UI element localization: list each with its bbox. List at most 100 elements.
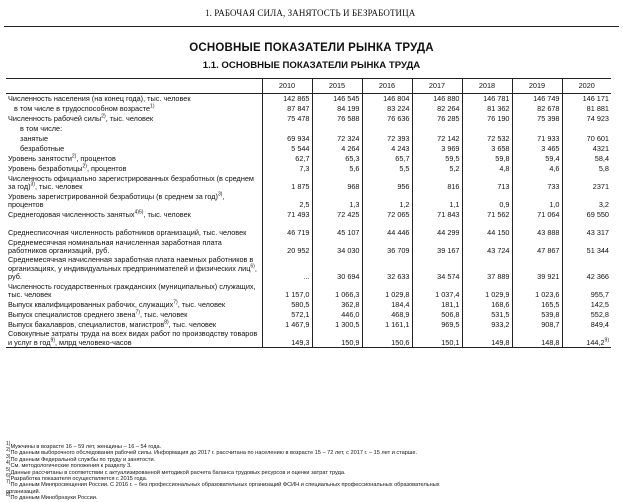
footnote-mark: 4) [6,460,11,467]
value-text: 849,4 [590,320,609,330]
value-text: 1 875 [291,182,310,192]
value-text: 150,1 [441,337,460,347]
value-cell: 43 724 [461,237,512,256]
value-cell: 1 875 [261,173,312,192]
indicator-text: Уровень зарегистрированной безработицы (… [8,191,218,201]
indicator-label: Среднесписочная численность работников о… [6,220,262,238]
value-cell: 908,7 [511,319,562,330]
value-text: 148,8 [541,337,560,347]
value-text: 7,3 [299,164,310,174]
value-cell: 44 446 [361,219,412,238]
value-cell: 539,8 [511,309,562,320]
value-text: 713 [497,182,510,192]
indicator-label: Уровень зарегистрированной безработицы (… [6,192,262,210]
footnote-mark: 5) [6,466,11,473]
indicator-text: безработные [20,144,65,154]
value-text: 1 037,4 [435,290,460,300]
footnote-text: Разработка показателя осуществляется с 2… [10,476,148,483]
indicator-column-header [6,78,262,94]
value-text: 72 393 [387,134,410,144]
table-row: Уровень зарегистрированной безработицы (… [6,191,611,210]
value-cell: 72 142 [411,133,462,144]
indicator-text: Среднесписочная численность работников о… [8,228,247,238]
value-cell: 148,8 [511,329,562,348]
value-cell: 1 300,5 [311,319,362,330]
value-text: 1 029,8 [385,290,410,300]
year-header: 2020 [561,78,611,94]
indicator-text: Уровень занятости [8,154,72,164]
indicator-text: Численность официально зарегистрированны… [8,173,254,192]
indicator-label: Среднегодовая численность занятых4)5), т… [6,210,262,220]
value-text: 59,8 [495,154,510,164]
value-text: 5 544 [291,144,310,154]
indicator-unit: , тыс. человек [139,310,188,320]
value-cell: 59,5 [411,153,462,164]
value-text: 1 066,3 [335,290,360,300]
value-text: 506,8 [441,310,460,320]
value-cell: 4 264 [311,143,362,154]
year-header: 2019 [511,78,562,94]
value-text: 0,9 [499,200,510,210]
value-cell: 150,6 [361,329,412,348]
indicator-text: Среднемесячная номинальная начисленная з… [8,237,222,256]
footnote-mark: 3) [6,453,11,460]
value-cell: 47 867 [511,237,562,256]
value-text: 4,6 [549,164,560,174]
value-cell: 362,8 [311,299,362,310]
indicator-label: Выпуск бакалавров, специалистов, магистр… [6,320,262,330]
table-header-row: 2010 2015 2016 2017 2018 2019 2020 [6,78,611,94]
value-text: 146 880 [433,94,460,104]
footnote: 2)По данным выборочного обследования раб… [6,448,616,456]
value-text: 144,2 [586,337,605,347]
value-text: 83 224 [387,104,410,114]
indicator-text: Выпуск специалистов среднего звена [8,310,136,320]
value-cell: 5,8 [561,163,611,174]
value-text: 42 366 [586,272,609,282]
value-cell: 72 324 [311,133,362,144]
value-cell: 146 171 [561,93,611,104]
table-row: Выпуск бакалавров, специалистов, магистр… [6,319,611,330]
value-text: 76 636 [387,114,410,124]
table-row: Среднемесячная номинальная начисленная з… [6,237,611,256]
value-cell: 816 [411,173,462,192]
indicator-label: Совокупные затраты труда на всех видах р… [6,329,262,348]
year-header: 2015 [311,78,362,94]
value-text: 1,3 [349,200,360,210]
value-text: 72 142 [437,134,460,144]
value-text: 44 150 [487,228,510,238]
indicator-unit: , руб. [8,263,257,282]
value-cell: 39 167 [411,237,462,256]
value-cell: 76 588 [311,113,362,124]
value-text: 168,6 [491,300,510,310]
value-cell: 572,1 [261,309,312,320]
value-text: 572,1 [291,310,310,320]
value-cell: 34 574 [411,255,462,282]
value-cell: 32 633 [361,255,412,282]
value-cell: 70 601 [561,133,611,144]
value-text: 181,1 [441,300,460,310]
value-cell: 46 719 [261,219,312,238]
indicator-text: Численность рабочей силы [8,114,102,124]
value-cell: 62,7 [261,153,312,164]
value-text: 531,5 [491,310,510,320]
value-cell: 75 478 [261,113,312,124]
table-row: безработные 5 544 4 264 4 243 3 969 3 658 3 46… [6,143,611,154]
value-cell: 165,5 [511,299,562,310]
value-text: 72 532 [487,134,510,144]
indicator-text: занятые [20,134,49,144]
value-cell: 4,6 [511,163,562,174]
footnote-text: По данным Минпросвещения России. С 2016 … [10,482,440,489]
value-cell: 43 888 [511,219,562,238]
value-cell: 72 425 [311,209,362,220]
value-cell: 71 562 [461,209,512,220]
value-cell: ... [261,255,312,282]
footnote-mark: 1) [6,441,11,448]
value-text: 65,7 [395,154,410,164]
table-subtitle: 1.1. ОСНОВНЫЕ ПОКАЗАТЕЛИ РЫНКА ТРУДА [202,60,421,71]
year-header: 2016 [361,78,412,94]
indicator-label: Выпуск квалифицированных рабочих, служащ… [6,300,262,310]
value-cell: 71 933 [511,133,562,144]
value-text: 72 324 [337,134,360,144]
footnote-ref: 3) [30,181,35,188]
footnote-ref: 2) [82,163,87,170]
